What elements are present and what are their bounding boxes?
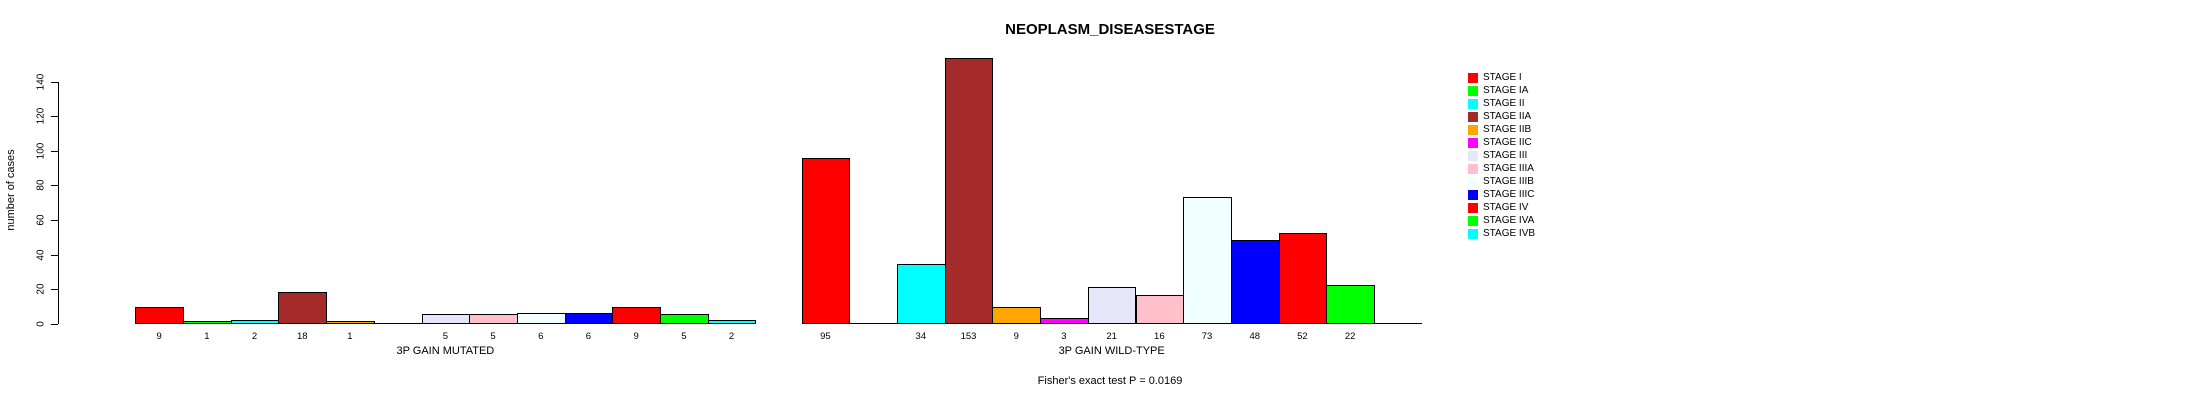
bar-value-label: 5 bbox=[681, 331, 687, 342]
bar-value-label: 153 bbox=[960, 331, 977, 342]
legend-label: STAGE IVA bbox=[1483, 215, 1535, 226]
bar-value-label: 48 bbox=[1249, 331, 1261, 342]
bar-stage-iiic bbox=[564, 313, 614, 324]
legend-label: STAGE I bbox=[1483, 72, 1522, 83]
legend-swatch bbox=[1468, 151, 1478, 161]
bar-value-label: 9 bbox=[633, 331, 639, 342]
y-axis-tick bbox=[51, 81, 58, 83]
bar-stage-iia bbox=[944, 58, 994, 324]
bar-stage-iii bbox=[421, 314, 471, 324]
legend-swatch bbox=[1468, 216, 1478, 226]
legend-label: STAGE IIA bbox=[1483, 111, 1532, 122]
bar-value-label: 18 bbox=[296, 331, 308, 342]
bar-stage-iiia bbox=[469, 314, 518, 324]
group-label: 3P GAIN WILD-TYPE bbox=[1058, 345, 1165, 357]
legend-label: STAGE IIIC bbox=[1483, 189, 1535, 200]
bar-value-label: 6 bbox=[538, 331, 544, 342]
legend-swatch bbox=[1468, 203, 1478, 213]
legend-label: STAGE IVB bbox=[1483, 228, 1536, 239]
legend-label: STAGE II bbox=[1483, 98, 1525, 109]
legend-label: STAGE IV bbox=[1483, 202, 1529, 213]
group-label: 3P GAIN MUTATED bbox=[396, 345, 495, 357]
bar-stage-ia bbox=[183, 321, 232, 324]
bar-stage-ii bbox=[230, 320, 280, 324]
y-axis-tick bbox=[51, 254, 58, 256]
y-axis-tick-label: 60 bbox=[35, 214, 47, 226]
bar-stage-iiic bbox=[1230, 240, 1280, 324]
y-axis-tick bbox=[51, 150, 58, 152]
bar-stage-iiia bbox=[1135, 295, 1185, 324]
bar-stage-iv bbox=[612, 307, 661, 324]
bar-stage-iv bbox=[1278, 233, 1328, 324]
bar-stage-ivb bbox=[707, 320, 757, 324]
y-axis-tick-label: 140 bbox=[35, 73, 47, 90]
bar-stage-iiib bbox=[1183, 197, 1232, 324]
bar-value-label: 3 bbox=[1061, 331, 1067, 342]
y-axis-tick-label: 120 bbox=[35, 107, 47, 125]
bar-value-label: 6 bbox=[585, 331, 592, 342]
legend-swatch bbox=[1468, 86, 1478, 96]
bar-value-label: 73 bbox=[1201, 331, 1213, 342]
y-axis-label: number of cases bbox=[5, 149, 17, 231]
legend-label: STAGE IIIB bbox=[1483, 176, 1534, 187]
bar-value-label: 2 bbox=[251, 331, 258, 342]
bar-value-label: 16 bbox=[1154, 331, 1165, 342]
bar-value-label: 9 bbox=[1013, 331, 1019, 342]
y-axis-tick-label: 20 bbox=[35, 283, 47, 295]
legend-swatch bbox=[1468, 112, 1478, 122]
bar-value-label: 5 bbox=[442, 331, 448, 342]
bar-value-label: 1 bbox=[204, 331, 210, 342]
y-axis-tick-label: 80 bbox=[35, 179, 47, 191]
y-axis-line bbox=[58, 81, 59, 324]
legend-label: STAGE IA bbox=[1483, 85, 1529, 96]
bar-value-label: 34 bbox=[915, 331, 927, 342]
bar-stage-iic bbox=[1040, 318, 1089, 324]
bar-stage-iva bbox=[1326, 285, 1375, 324]
bar-value-label: 52 bbox=[1297, 331, 1308, 342]
legend-label: STAGE IIB bbox=[1483, 124, 1532, 135]
legend-label: STAGE III bbox=[1483, 150, 1528, 161]
y-axis-tick-label: 100 bbox=[35, 142, 47, 160]
bar-value-label: 2 bbox=[728, 331, 735, 342]
legend-swatch bbox=[1468, 190, 1478, 200]
bar-stage-i bbox=[801, 158, 851, 324]
bar-stage-iii bbox=[1087, 287, 1137, 324]
legend-swatch bbox=[1468, 99, 1478, 109]
y-axis-tick-label: 0 bbox=[35, 321, 47, 327]
legend-swatch bbox=[1468, 164, 1478, 174]
y-axis-tick bbox=[51, 185, 58, 187]
bar-stage-iib bbox=[326, 321, 375, 324]
legend-swatch bbox=[1468, 138, 1478, 148]
bar-stage-iva bbox=[660, 314, 709, 324]
y-axis-tick bbox=[51, 220, 58, 222]
bar-value-label: 21 bbox=[1106, 331, 1117, 342]
bar-value-label: 95 bbox=[820, 331, 831, 342]
legend-swatch bbox=[1468, 125, 1478, 135]
bar-value-label: 9 bbox=[156, 331, 162, 342]
legend-swatch bbox=[1468, 73, 1478, 83]
bar-stage-ii bbox=[897, 264, 946, 324]
bar-stage-iiib bbox=[516, 313, 566, 324]
bar-stage-i bbox=[135, 307, 184, 324]
chart-title: NEOPLASM_DISEASESTAGE bbox=[1005, 21, 1215, 38]
bar-stage-iib bbox=[992, 307, 1042, 324]
legend-label: STAGE IIIA bbox=[1483, 163, 1534, 174]
y-axis-tick bbox=[51, 324, 58, 325]
bar-value-label: 22 bbox=[1344, 331, 1356, 342]
y-axis-tick-label: 40 bbox=[35, 249, 47, 261]
bar-value-label: 1 bbox=[347, 331, 353, 342]
fisher-test-annotation: Fisher's exact test P = 0.0169 bbox=[1037, 375, 1183, 387]
bar-value-label: 5 bbox=[490, 331, 496, 342]
y-axis-tick bbox=[51, 289, 58, 291]
y-axis-tick bbox=[51, 116, 58, 118]
legend-label: STAGE IIC bbox=[1483, 137, 1532, 148]
legend-swatch bbox=[1468, 177, 1478, 187]
bar-stage-iia bbox=[278, 292, 328, 324]
legend-swatch bbox=[1468, 229, 1478, 239]
